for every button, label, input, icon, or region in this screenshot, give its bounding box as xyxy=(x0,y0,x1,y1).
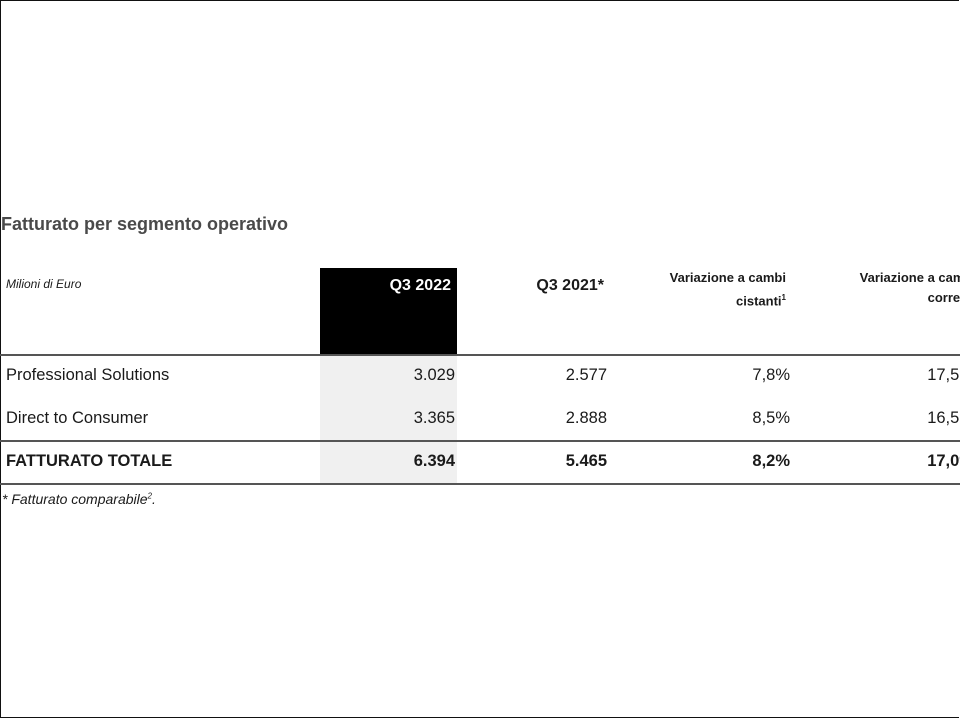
cell: 3.365 xyxy=(413,409,455,427)
divider xyxy=(0,483,960,485)
header-line: Variazione a cambi xyxy=(859,270,960,285)
cell: 8,5% xyxy=(752,409,790,427)
cell: 3.029 xyxy=(413,366,455,384)
cell: 7,8% xyxy=(752,366,790,384)
total-cell: 17,0% xyxy=(927,452,960,470)
col-header-q3-2021: Q3 2021* xyxy=(536,277,604,294)
footnote-ref: 1 xyxy=(781,293,786,302)
cell: 17,5% xyxy=(927,366,960,384)
highlight-column-header xyxy=(320,268,457,355)
cell: 16,5% xyxy=(927,409,960,427)
divider xyxy=(0,354,960,356)
header-line: Variazione a cambi xyxy=(669,270,786,285)
col-header-var-current: Variazione a cambi correnti xyxy=(860,268,960,308)
footnote-text: * Fatturato comparabile xyxy=(2,491,148,507)
row-label: Direct to Consumer xyxy=(6,409,149,427)
total-cell: 5.465 xyxy=(565,452,607,470)
row-label: Professional Solutions xyxy=(6,366,170,384)
col-header-q3-2022: Q3 2022 xyxy=(389,277,451,294)
cell: 2.577 xyxy=(565,366,607,384)
header-line: correnti xyxy=(927,290,960,305)
total-label: FATTURATO TOTALE xyxy=(6,452,173,470)
total-cell: 8,2% xyxy=(752,452,790,470)
footnote: * Fatturato comparabile2. xyxy=(2,491,156,507)
header-text: cistanti xyxy=(736,293,782,309)
total-cell: 6.394 xyxy=(413,452,455,470)
highlight-column-shade xyxy=(320,356,457,484)
footnote-end: . xyxy=(151,491,156,507)
units-label: Milioni di Euro xyxy=(6,277,82,291)
header-line: cistanti1 xyxy=(670,288,786,311)
section-title: Fatturato per segmento operativo xyxy=(1,214,289,234)
divider xyxy=(0,440,960,442)
footnote-ref: 2 xyxy=(147,491,152,501)
cell: 2.888 xyxy=(565,409,607,427)
col-header-var-constant: Variazione a cambi cistanti1 xyxy=(670,268,786,311)
